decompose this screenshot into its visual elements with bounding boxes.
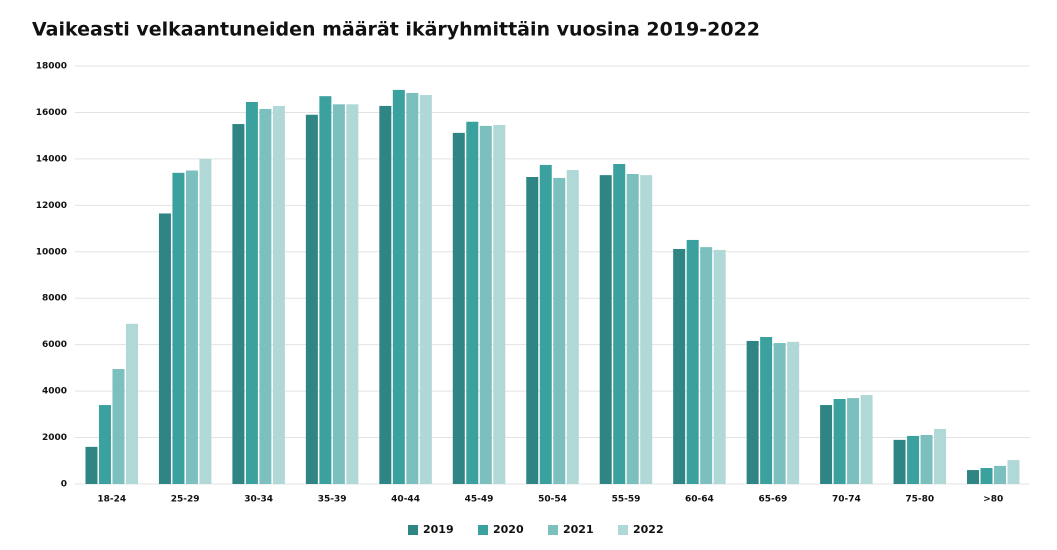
x-tick-label: 60-64 bbox=[685, 495, 714, 505]
bar bbox=[599, 175, 612, 484]
y-tick-label: 18000 bbox=[36, 62, 67, 72]
x-tick-label: 65-69 bbox=[758, 495, 787, 505]
y-tick-label: 4000 bbox=[42, 387, 67, 397]
bar bbox=[406, 92, 419, 484]
bar bbox=[245, 101, 258, 484]
y-tick-label: 16000 bbox=[36, 108, 67, 118]
y-tick-label: 12000 bbox=[36, 201, 67, 211]
x-tick-label: 45-49 bbox=[465, 495, 494, 505]
bar bbox=[773, 343, 786, 484]
x-tick-label: 50-54 bbox=[538, 495, 567, 505]
x-tick-label: 70-74 bbox=[832, 495, 861, 505]
bar bbox=[994, 465, 1007, 484]
bar bbox=[1007, 460, 1020, 484]
x-tick-label: 30-34 bbox=[244, 495, 273, 505]
y-tick-label: 2000 bbox=[42, 433, 67, 443]
bar bbox=[526, 177, 539, 484]
bar bbox=[760, 337, 773, 484]
x-tick-label: 25-29 bbox=[171, 495, 200, 505]
bar bbox=[346, 104, 359, 485]
bar bbox=[553, 177, 566, 485]
bar bbox=[319, 96, 332, 484]
bar bbox=[920, 435, 933, 484]
bar bbox=[847, 398, 860, 484]
bar bbox=[172, 172, 185, 485]
x-tick-label: 40-44 bbox=[391, 495, 420, 505]
bar bbox=[199, 158, 212, 484]
legend-label: 2020 bbox=[493, 523, 524, 536]
y-tick-label: 14000 bbox=[36, 154, 67, 164]
bar bbox=[125, 323, 138, 484]
bar bbox=[613, 163, 626, 484]
y-tick-label: 0 bbox=[61, 480, 67, 490]
bar bbox=[493, 124, 506, 485]
bar bbox=[713, 249, 726, 484]
bar bbox=[673, 248, 686, 484]
y-tick-label: 8000 bbox=[42, 294, 67, 304]
bar bbox=[232, 124, 245, 485]
bar bbox=[98, 405, 111, 484]
y-tick-label: 6000 bbox=[42, 340, 67, 350]
bar bbox=[686, 239, 699, 484]
x-tick-label: 75-80 bbox=[905, 495, 934, 505]
bar bbox=[787, 341, 800, 484]
bar bbox=[112, 369, 125, 484]
bar bbox=[158, 213, 171, 484]
legend-label: 2021 bbox=[563, 523, 594, 536]
bar bbox=[640, 175, 653, 484]
bar bbox=[700, 247, 713, 484]
x-tick-label: 55-59 bbox=[612, 495, 641, 505]
bar bbox=[860, 395, 873, 484]
bar bbox=[967, 470, 980, 484]
legend-swatch bbox=[548, 525, 558, 535]
bar bbox=[419, 95, 432, 485]
x-tick-label: 35-39 bbox=[318, 495, 347, 505]
bar bbox=[934, 428, 947, 484]
legend-swatch bbox=[478, 525, 488, 535]
bar bbox=[259, 108, 272, 484]
bar bbox=[626, 173, 639, 484]
bar bbox=[392, 89, 405, 485]
legend-swatch bbox=[618, 525, 628, 535]
bar bbox=[479, 125, 492, 484]
legend-label: 2019 bbox=[423, 523, 454, 536]
bar bbox=[539, 164, 552, 484]
bar bbox=[833, 399, 846, 484]
bar bbox=[746, 340, 759, 484]
x-tick-label: >80 bbox=[983, 495, 1003, 505]
bar bbox=[185, 170, 198, 484]
bar bbox=[332, 104, 345, 485]
bar bbox=[379, 105, 392, 484]
bar bbox=[452, 132, 465, 484]
bar bbox=[893, 439, 906, 484]
bar bbox=[305, 114, 318, 485]
x-tick-label: 18-24 bbox=[97, 495, 126, 505]
bar bbox=[566, 170, 579, 484]
bar bbox=[980, 467, 993, 484]
bar bbox=[820, 405, 833, 484]
bar bbox=[907, 435, 920, 484]
chart-title: Vaikeasti velkaantuneiden määrät ikäryhm… bbox=[32, 19, 760, 41]
y-tick-label: 10000 bbox=[36, 247, 67, 257]
legend-label: 2022 bbox=[633, 523, 664, 536]
bar bbox=[272, 105, 285, 484]
bar bbox=[466, 121, 479, 484]
legend-swatch bbox=[408, 525, 418, 535]
bar bbox=[85, 446, 98, 484]
